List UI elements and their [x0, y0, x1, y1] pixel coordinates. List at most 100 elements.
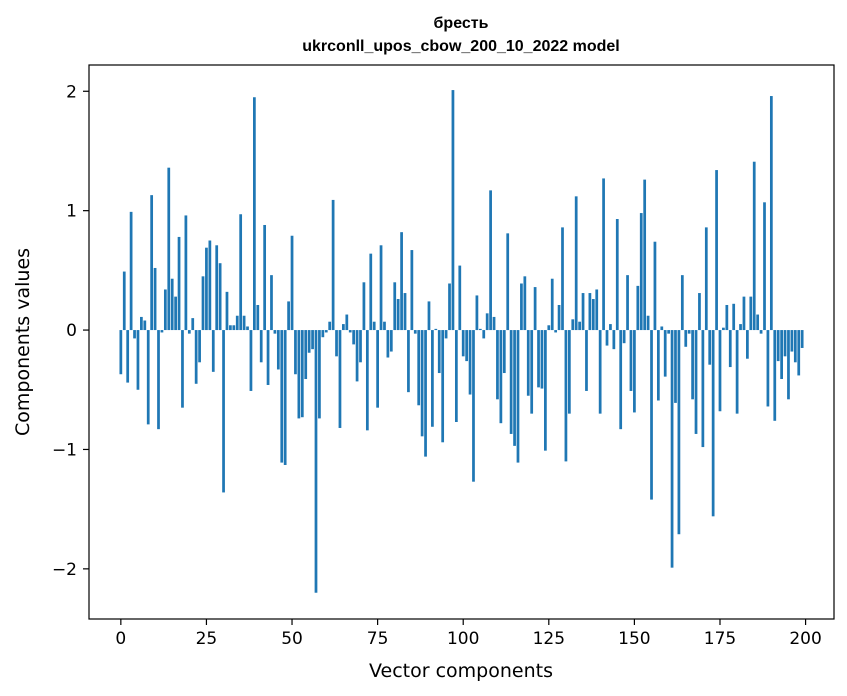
bar-29	[218, 263, 222, 331]
bar-55	[307, 330, 311, 353]
bar-85	[410, 250, 414, 331]
bar-151	[636, 285, 640, 331]
bar-88	[420, 330, 424, 437]
bar-136	[585, 330, 588, 391]
x-tick-label: 100	[447, 629, 479, 649]
bar-146	[619, 330, 623, 430]
bar-165	[684, 330, 688, 347]
bar-168	[694, 330, 698, 434]
bar-33	[232, 325, 236, 331]
bar-5	[136, 330, 140, 390]
bar-147	[622, 330, 626, 344]
bar-145	[615, 219, 619, 331]
bar-154	[646, 315, 650, 331]
bar-86	[413, 330, 417, 334]
bar-89	[424, 330, 427, 457]
bar-189	[766, 330, 770, 407]
bar-82	[400, 232, 403, 331]
bar-0	[119, 330, 123, 375]
bar-183	[746, 330, 749, 359]
bar-93	[437, 330, 441, 374]
x-axis-ticks: 0 25 50 75 100 125 150 175 200	[115, 619, 822, 649]
bar-63	[335, 330, 338, 357]
bar-18	[181, 330, 184, 408]
bar-191	[773, 330, 777, 421]
bar-31	[225, 291, 229, 331]
bar-87	[417, 330, 421, 406]
bar-7	[143, 320, 147, 331]
bar-41	[259, 330, 263, 363]
bar-77	[383, 321, 386, 331]
bar-61	[328, 321, 332, 331]
bar-16	[174, 296, 177, 331]
bar-167	[691, 330, 694, 400]
bar-108	[489, 190, 492, 331]
bar-19	[184, 215, 188, 331]
bar-97	[451, 90, 455, 331]
bar-117	[520, 283, 523, 331]
bar-100	[461, 330, 465, 357]
bar-180	[735, 330, 739, 414]
bar-39	[253, 97, 256, 331]
bar-179	[732, 303, 736, 331]
bar-37	[246, 326, 249, 331]
chart-title: бресть	[434, 15, 489, 32]
bar-26	[208, 240, 212, 331]
bar-40	[256, 304, 260, 331]
bar-79	[389, 330, 393, 352]
bar-65	[342, 324, 345, 331]
bar-15	[170, 278, 174, 331]
bar-104	[475, 295, 479, 331]
bar-155	[650, 330, 653, 500]
bar-148	[626, 275, 629, 331]
bar-150	[633, 330, 636, 413]
bar-196	[790, 330, 794, 352]
bar-124	[544, 330, 547, 451]
bar-139	[595, 289, 599, 331]
bar-135	[581, 293, 585, 331]
y-tick-label: −2	[52, 560, 77, 580]
bar-164	[680, 275, 684, 331]
bar-6	[140, 316, 143, 331]
bar-162	[674, 330, 677, 403]
x-tick-label: 75	[367, 629, 389, 649]
bar-54	[304, 330, 308, 380]
bar-30	[222, 330, 225, 493]
bar-156	[653, 241, 657, 331]
bar-50	[290, 235, 294, 331]
bar-11	[157, 330, 160, 430]
bar-78	[386, 330, 390, 358]
bar-190	[769, 96, 773, 331]
bar-34	[235, 315, 239, 331]
bar-58	[318, 330, 321, 419]
bar-32	[229, 325, 232, 331]
bar-127	[554, 330, 558, 333]
bars-group	[119, 90, 804, 593]
x-tick-label: 125	[533, 629, 565, 649]
bar-187	[759, 330, 763, 334]
bar-46	[276, 330, 280, 370]
bar-44	[270, 275, 273, 331]
bar-1	[122, 271, 126, 331]
bar-144	[612, 330, 616, 350]
bar-169	[698, 293, 701, 331]
bar-67	[348, 330, 352, 333]
bar-152	[639, 213, 643, 331]
bar-131	[567, 330, 571, 414]
bar-140	[598, 330, 602, 414]
bar-62	[331, 199, 335, 331]
bar-197	[793, 330, 797, 363]
bar-120	[530, 330, 534, 414]
bar-56	[311, 330, 314, 350]
bar-181	[739, 324, 742, 331]
bar-28	[215, 245, 219, 331]
bar-160	[667, 330, 671, 334]
bar-121	[533, 287, 537, 331]
bar-64	[338, 330, 342, 428]
bar-51	[294, 330, 297, 375]
bar-52	[297, 330, 301, 419]
y-tick-label: 2	[66, 82, 77, 102]
bar-115	[513, 330, 516, 446]
x-tick-label: 200	[789, 629, 821, 649]
